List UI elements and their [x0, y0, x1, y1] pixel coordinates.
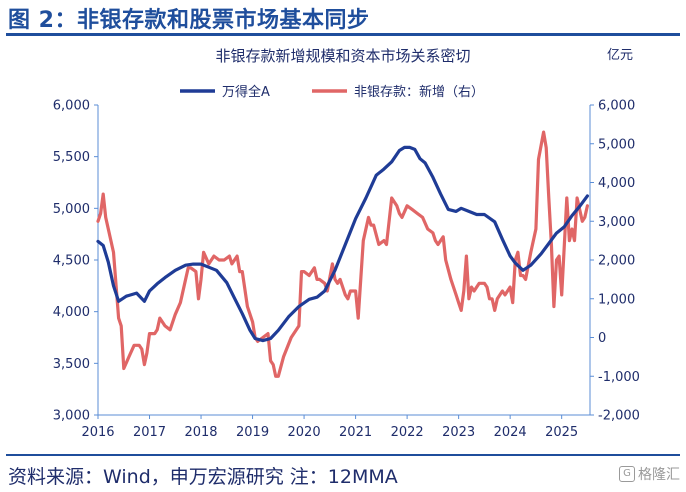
title-divider: [6, 33, 680, 36]
series-line-nonbank-deposit: [96, 130, 590, 378]
left-tick-label: 5,500: [53, 150, 90, 165]
source-note: 资料来源：Wind，申万宏源研究 注：12MMA: [8, 466, 398, 488]
watermark-logo-icon: G: [619, 466, 635, 482]
x-tick-label: 2021: [339, 425, 372, 436]
series-line-wind-a: [96, 145, 590, 343]
left-tick-label: 3,500: [53, 357, 90, 372]
watermark: G 格隆汇: [619, 464, 680, 484]
right-tick-label: 5,000: [598, 137, 635, 152]
axes: 3,000 3,500 4,000 4,500 5,000 5,500 6,000 -2,00…: [53, 99, 640, 437]
right-axis-unit: 亿元: [607, 48, 633, 63]
right-tick-label: 1,000: [598, 292, 635, 307]
x-tick-label: 2022: [391, 425, 424, 436]
right-tick-label: -2,000: [598, 409, 640, 424]
x-tick-label: 2018: [184, 425, 217, 436]
left-tick-label: 5,000: [53, 202, 90, 217]
legend: 万得全A 非银存款：新增（右）: [180, 84, 484, 100]
chart: 非银存款新增规模和资本市场关系密切 亿元 万得全A 非银存款：新增（右） 3,0…: [53, 47, 640, 437]
x-tick-label: 2016: [81, 425, 114, 436]
right-tick-label: 2,000: [598, 254, 635, 269]
left-tick-label: 3,000: [53, 409, 90, 424]
x-tick-label: 2017: [133, 425, 166, 436]
left-tick-label: 4,500: [53, 254, 90, 269]
legend-label-wind: 万得全A: [222, 84, 270, 100]
left-tick-label: 6,000: [53, 99, 90, 114]
right-tick-label: -1,000: [598, 370, 640, 385]
right-tick-label: 0: [598, 331, 606, 346]
series-layer: [96, 130, 590, 378]
x-tick-label: 2020: [288, 425, 321, 436]
right-tick-label: 3,000: [598, 215, 635, 230]
right-tick-label: 4,000: [598, 176, 635, 191]
x-tick-label: 2019: [236, 425, 269, 436]
x-tick-label: 2024: [494, 425, 527, 436]
left-tick-label: 4,000: [53, 305, 90, 320]
x-tick-label: 2025: [545, 425, 578, 436]
legend-label-deposit: 非银存款：新增（右）: [354, 84, 484, 100]
footer-divider: [6, 454, 680, 456]
chart-title: 非银存款新增规模和资本市场关系密切: [215, 47, 470, 65]
x-tick-label: 2023: [442, 425, 475, 436]
watermark-text: 格隆汇: [638, 467, 680, 483]
right-tick-label: 6,000: [598, 99, 635, 114]
figure-title: 图 2：非银存款和股票市场基本同步: [8, 8, 370, 33]
